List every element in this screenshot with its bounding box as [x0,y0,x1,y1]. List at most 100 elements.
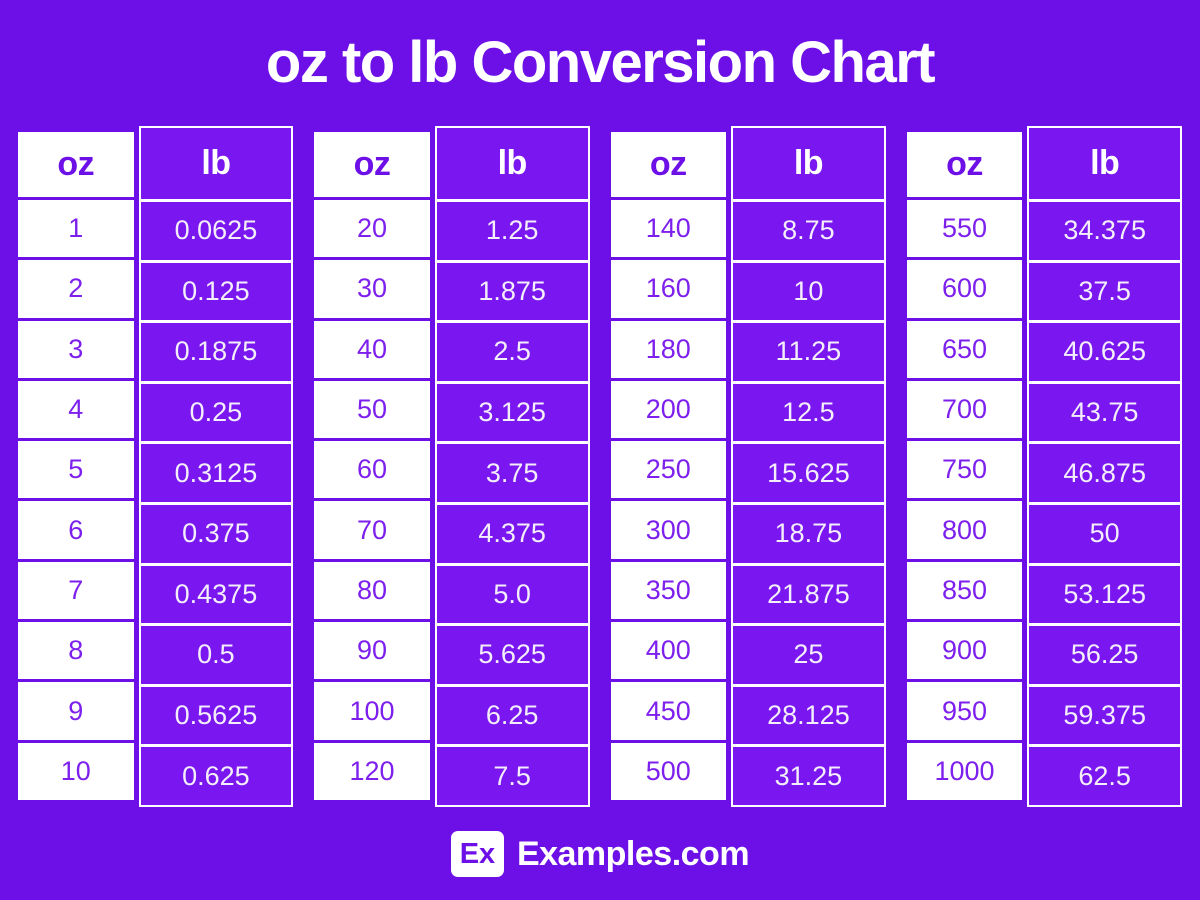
lb-value-cell: 46.875 [1029,444,1180,505]
lb-column-header: lb [733,128,884,202]
lb-column: lb 8.75 10 11.25 12.5 15.625 18.75 21.875 25 28.1… [731,126,886,807]
page-title: oz to lb Conversion Chart [265,30,936,95]
lb-value-cell: 40.625 [1029,323,1180,384]
oz-value-cell: 650 [906,320,1023,378]
oz-value-cell: 60 [314,441,430,499]
lb-value-cell: 3.125 [436,383,588,445]
oz-column: oz 1 2 3 4 5 6 7 8 9 10 [18,126,134,807]
oz-column: oz 20 30 40 50 60 70 80 90 100 120 [314,126,430,807]
oz-value-cell: 250 [610,441,727,499]
conversion-table: oz 1 2 3 4 5 6 7 8 9 10 lb 0.0625 0.125 0.1875 0.25 0.31… [18,126,294,807]
oz-value-cell: 200 [610,380,727,439]
oz-column-header: oz [906,132,1023,197]
oz-value-cell: 1000 [906,742,1023,800]
footer-brand: Ex Examples.com [0,831,1200,877]
oz-value-cell: 7 [18,561,134,620]
oz-value-cell: 8 [18,622,134,680]
lb-value-cell: 28.125 [733,686,884,748]
oz-value-cell: 70 [314,501,430,559]
oz-value-cell: 160 [610,260,727,318]
oz-value-cell: 90 [314,622,430,680]
oz-value-cell: 50 [314,380,430,439]
oz-value-cell: 300 [610,501,727,559]
lb-column-header: lb [140,128,292,202]
oz-column-header: oz [314,132,430,197]
oz-column: oz 140 160 180 200 250 300 350 400 450 500 [610,126,727,807]
lb-value-cell: 18.75 [733,504,884,566]
oz-value-cell: 600 [906,260,1023,318]
brand-name: Examples.com [516,834,750,873]
oz-value-cell: 950 [906,682,1023,740]
oz-value-cell: 100 [314,682,430,740]
lb-value-cell: 31.25 [733,747,884,805]
tables-row: oz 1 2 3 4 5 6 7 8 9 10 lb 0.0625 0.125 0.1875 0.25 0.31… [0,126,1200,807]
oz-value-cell: 180 [610,320,727,378]
oz-value-cell: 1 [18,200,134,258]
lb-value-cell: 0.5 [140,626,292,687]
lb-value-cell: 0.125 [140,262,292,324]
lb-value-cell: 0.5625 [140,686,292,748]
oz-value-cell: 80 [314,561,430,620]
lb-value-cell: 10 [733,262,884,324]
lb-value-cell: 2.5 [436,323,588,384]
lb-value-cell: 15.625 [733,444,884,505]
oz-value-cell: 9 [18,682,134,740]
oz-value-cell: 350 [610,561,727,620]
conversion-table: oz 140 160 180 200 250 300 350 400 450 500 lb 8.75 10… [610,126,886,807]
oz-value-cell: 450 [610,682,727,740]
lb-value-cell: 62.5 [1029,747,1180,805]
lb-value-cell: 0.3125 [140,444,292,505]
lb-value-cell: 5.625 [436,626,588,687]
lb-value-cell: 4.375 [436,504,588,566]
lb-value-cell: 12.5 [733,383,884,445]
lb-value-cell: 50 [1029,504,1180,566]
lb-value-cell: 0.625 [140,747,292,805]
oz-value-cell: 2 [18,260,134,318]
lb-value-cell: 0.4375 [140,565,292,627]
lb-value-cell: 0.25 [140,383,292,445]
oz-value-cell: 140 [610,200,727,258]
lb-value-cell: 21.875 [733,565,884,627]
lb-value-cell: 43.75 [1029,383,1180,445]
oz-value-cell: 700 [906,380,1023,439]
lb-value-cell: 56.25 [1029,626,1180,687]
lb-column: lb 1.25 1.875 2.5 3.125 3.75 4.375 5.0 5.625 6.25… [434,126,590,807]
oz-value-cell: 850 [906,561,1023,620]
oz-value-cell: 550 [906,200,1023,258]
lb-column: lb 0.0625 0.125 0.1875 0.25 0.3125 0.375 0.4375… [138,126,294,807]
lb-value-cell: 25 [733,626,884,687]
lb-value-cell: 0.375 [140,504,292,566]
oz-value-cell: 40 [314,320,430,378]
lb-column-header: lb [436,128,588,202]
oz-value-cell: 5 [18,441,134,499]
lb-value-cell: 11.25 [733,323,884,384]
oz-value-cell: 800 [906,501,1023,559]
lb-value-cell: 53.125 [1029,565,1180,627]
examples-logo-icon: Ex [450,831,504,877]
lb-value-cell: 1.875 [436,262,588,324]
lb-value-cell: 59.375 [1029,686,1180,748]
lb-value-cell: 8.75 [733,202,884,263]
lb-value-cell: 1.25 [436,202,588,263]
lb-value-cell: 3.75 [436,444,588,505]
oz-value-cell: 400 [610,622,727,680]
oz-column: oz 550 600 650 700 750 800 850 900 950 1000 [906,126,1023,807]
oz-value-cell: 4 [18,380,134,439]
oz-value-cell: 6 [18,501,134,559]
oz-value-cell: 500 [610,742,727,800]
oz-value-cell: 120 [314,742,430,800]
lb-column-header: lb [1029,128,1180,202]
oz-value-cell: 20 [314,200,430,258]
oz-value-cell: 10 [18,742,134,800]
lb-value-cell: 0.0625 [140,202,292,263]
oz-value-cell: 3 [18,320,134,378]
lb-value-cell: 5.0 [436,565,588,627]
oz-value-cell: 750 [906,441,1023,499]
lb-value-cell: 0.1875 [140,323,292,384]
oz-value-cell: 900 [906,622,1023,680]
conversion-table: oz 550 600 650 700 750 800 850 900 950 1000 lb 34.37… [906,126,1182,807]
oz-value-cell: 30 [314,260,430,318]
conversion-table: oz 20 30 40 50 60 70 80 90 100 120 lb 1.25 1.875 2.5 3.… [314,126,590,807]
lb-value-cell: 34.375 [1029,202,1180,263]
